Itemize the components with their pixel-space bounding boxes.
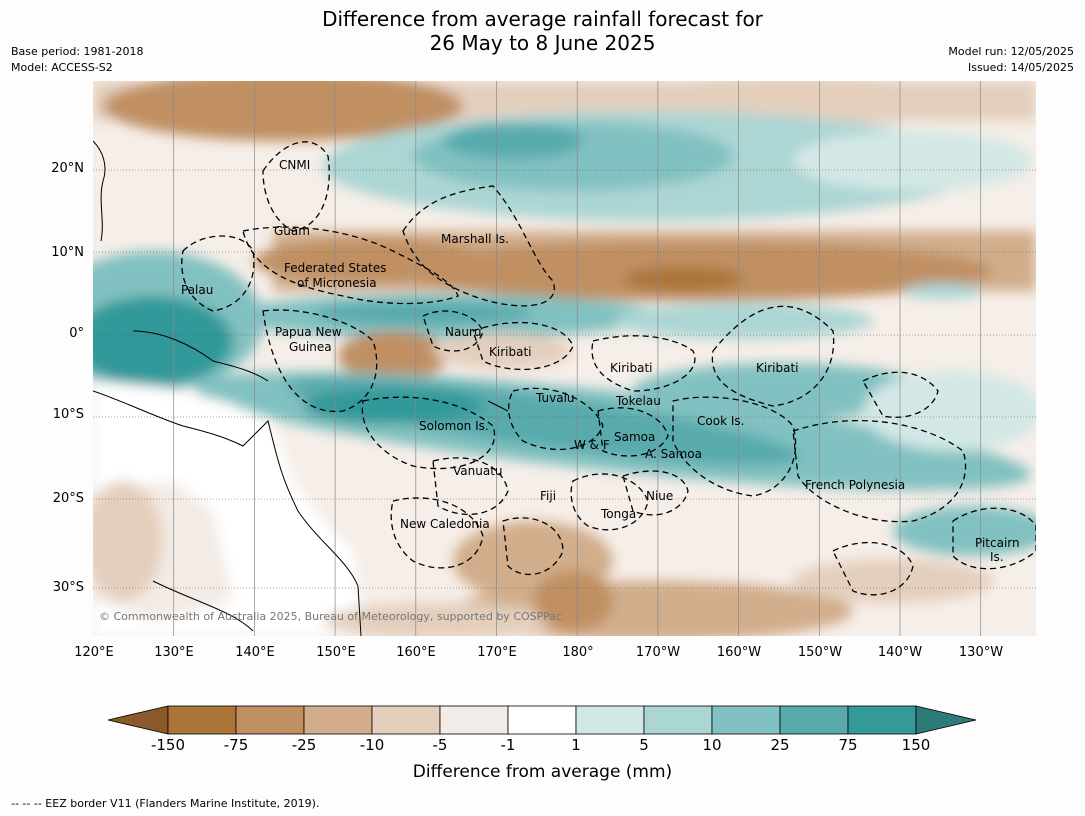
colorbar-tick-label: 150 (901, 736, 931, 754)
lon-label-170w: 170°W (635, 645, 681, 660)
lon-label-150e: 150°E (316, 645, 356, 660)
issued-date: Issued: 14/05/2025 (967, 61, 1074, 74)
lat-label-20n: 20°N (51, 161, 84, 176)
lon-label-120e: 120°E (74, 645, 114, 660)
lon-label-130e: 130°E (154, 645, 194, 660)
colorbar-title: Difference from average (mm) (412, 762, 673, 782)
lon-label-140e: 140°E (235, 645, 275, 660)
colorbar-tick-label: -1 (500, 736, 516, 754)
colorbar-bin (439, 705, 509, 735)
colorbar-tick-label: -5 (432, 736, 448, 754)
map-title-line2: 26 May to 8 June 2025 (429, 31, 656, 55)
lat-label-10n: 10°N (51, 245, 84, 260)
map-title-line1: Difference from average rainfall forecas… (322, 7, 763, 31)
lon-label-150w: 150°W (797, 645, 843, 660)
colorbar-tick-label: -10 (359, 736, 385, 754)
lon-label-160e: 160°E (396, 645, 436, 660)
colorbar-bin (575, 705, 645, 735)
lat-label-eq: 0° (69, 326, 84, 341)
colorbar-bin (507, 705, 577, 735)
model-name: Model: ACCESS-S2 (11, 61, 113, 74)
eez-border-legend: -- -- -- EEZ border V11 (Flanders Marine… (11, 797, 320, 810)
colorbar-bin (167, 705, 237, 735)
lon-label-170e: 170°E (477, 645, 517, 660)
rainfall-anomaly-map (93, 81, 1036, 636)
colorbar-tick-label: -150 (150, 736, 186, 754)
model-run: Model run: 12/05/2025 (948, 45, 1074, 58)
colorbar-tick-label: -75 (223, 736, 249, 754)
graticule (173, 81, 982, 636)
colorbar-bin (711, 705, 781, 735)
colorbar-tick-label: -25 (291, 736, 317, 754)
lat-label-10s: 10°S (52, 407, 84, 422)
lon-label-180: 180° (562, 645, 594, 660)
lon-label-140w: 140°W (877, 645, 923, 660)
base-period: Base period: 1981-2018 (11, 45, 144, 58)
coastlines (93, 140, 509, 636)
anomaly-field (93, 81, 1036, 636)
map-svg (93, 81, 1036, 636)
lat-label-30s: 30°S (52, 580, 84, 595)
colorbar-tick-label: 5 (639, 736, 649, 754)
colorbar-bin (643, 705, 713, 735)
colorbar-arrow-high (915, 705, 977, 735)
colorbar-tick-label: 10 (702, 736, 722, 754)
colorbar-bin (371, 705, 441, 735)
colorbar-bin (779, 705, 849, 735)
eez-borders (181, 141, 1036, 596)
colorbar-bin (847, 705, 917, 735)
colorbar-bin (235, 705, 305, 735)
lon-label-130w: 130°W (958, 645, 1004, 660)
lon-label-160w: 160°W (716, 645, 762, 660)
colorbar-tick-label: 75 (838, 736, 858, 754)
colorbar-tick-label: 25 (770, 736, 790, 754)
colorbar-bin (303, 705, 373, 735)
colorbar (107, 705, 977, 735)
colorbar-arrow-low (107, 705, 169, 735)
lat-label-20s: 20°S (52, 491, 84, 506)
colorbar-tick-label: 1 (571, 736, 581, 754)
